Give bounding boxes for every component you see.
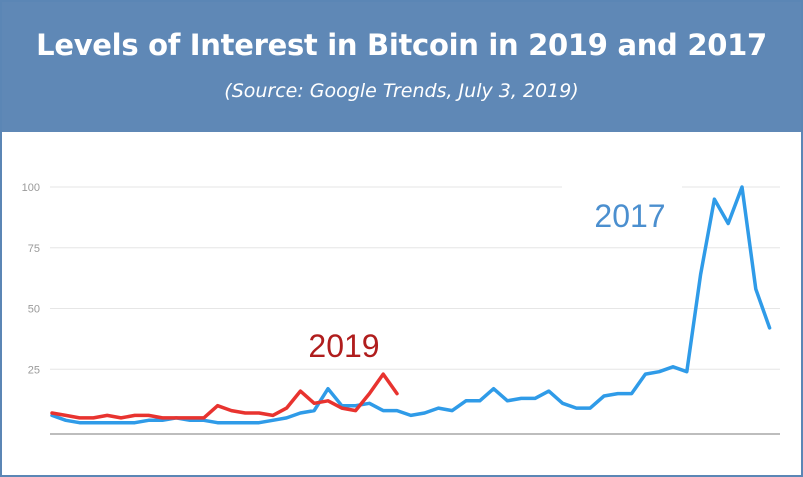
series-label-2019: 2019 — [308, 328, 379, 364]
series-label-2017: 2017 — [594, 198, 665, 234]
series-label-bg-2017 — [562, 182, 682, 247]
series-line-2019 — [50, 372, 399, 420]
chart-subtitle: (Source: Google Trends, July 3, 2019) — [224, 80, 579, 102]
y-tick-label-100: 100 — [22, 182, 40, 194]
y-tick-label-50: 50 — [28, 304, 40, 316]
y-tick-label-75: 75 — [28, 243, 40, 255]
chart-title: Levels of Interest in Bitcoin in 2019 an… — [36, 28, 767, 62]
chart-area: 25 50 75 100 2017 2019 — [2, 132, 801, 475]
line-chart: 25 50 75 100 2017 2019 — [22, 182, 780, 435]
chart-header: Levels of Interest in Bitcoin in 2019 an… — [2, 2, 801, 132]
y-tick-label-25: 25 — [28, 364, 40, 376]
